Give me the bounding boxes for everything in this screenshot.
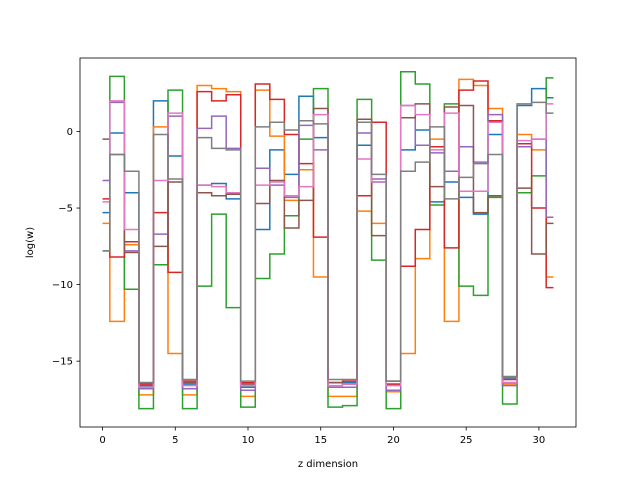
- x-tick-label: 10: [242, 435, 255, 446]
- x-axis-ticks: 0 5 10 15 20 25 30: [99, 427, 545, 446]
- x-tick-label: 20: [387, 435, 400, 446]
- y-axis-ticks: −15 −10 −5 0: [52, 127, 80, 368]
- series-line-8: [102, 101, 554, 384]
- y-tick-label: −5: [58, 204, 73, 215]
- x-tick-label: 15: [314, 435, 327, 446]
- x-tick-label: 0: [99, 435, 105, 446]
- x-tick-label: 30: [533, 435, 546, 446]
- y-axis-label: log(w): [25, 227, 36, 258]
- series-layer: [102, 71, 554, 410]
- x-tick-label: 25: [460, 435, 473, 446]
- x-tick-label: 5: [172, 435, 178, 446]
- y-tick-label: 0: [67, 127, 73, 138]
- y-tick-label: −10: [52, 280, 73, 291]
- series-line-7: [102, 100, 554, 388]
- plot-frame: [79, 57, 577, 428]
- x-axis-label: z dimension: [298, 459, 358, 470]
- y-tick-label: −15: [52, 357, 73, 368]
